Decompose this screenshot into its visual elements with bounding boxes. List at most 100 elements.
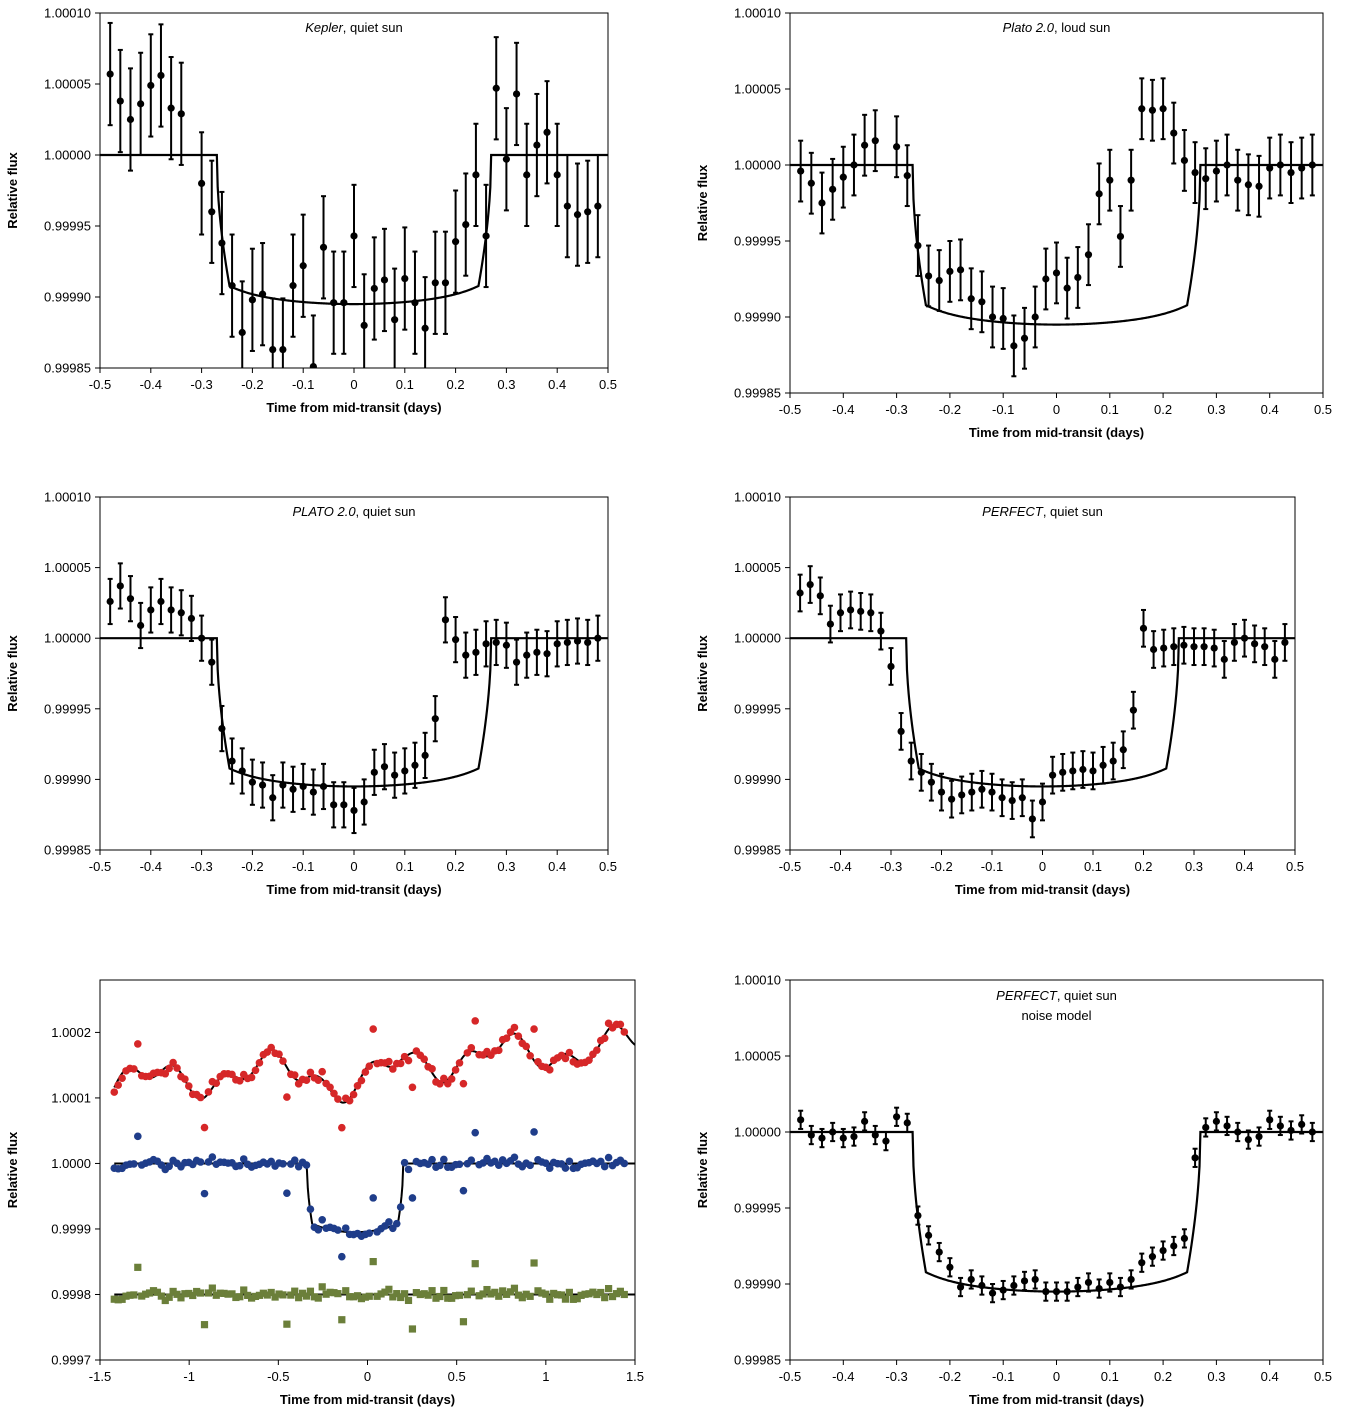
green-series-point [157,1292,165,1300]
red-series-point [408,1083,417,1092]
data-point [807,1131,815,1139]
data-point [441,616,450,624]
data-point [956,266,965,274]
data-point [946,267,954,275]
red-series-point [169,1058,177,1067]
blue-series-point [620,1159,629,1168]
red-series-point [404,1056,413,1065]
plot-area [790,565,1295,839]
data-point [1287,169,1295,177]
annotation-condition: , quiet sun [1057,988,1117,1003]
x-tick-label: 0.3 [1207,1369,1225,1384]
model-curve [100,153,608,306]
green-series-point [581,1290,589,1298]
data-point [829,1128,837,1136]
data-point [1148,1253,1157,1261]
data-point [1059,768,1067,776]
green-series-point [503,1290,511,1298]
blue-series-point [208,1153,217,1161]
data-point [907,757,915,765]
data-point [1018,794,1026,802]
green-series-point [546,1295,554,1303]
blue-series-point [526,1161,534,1170]
x-tick-label: 0 [1039,859,1046,874]
data-point [1180,641,1188,649]
green-series-point [122,1292,130,1300]
data-point [935,1248,943,1256]
panel-annotation: PERFECT, quiet sun [982,504,1103,519]
green-series-point [330,1289,338,1297]
data-point [391,771,399,779]
y-tick-label: 1.00005 [734,82,781,97]
data-point [836,609,845,617]
data-point [279,345,287,354]
green-series-point [499,1287,507,1295]
green-series-point [267,1288,275,1297]
data-point [1160,644,1168,652]
green-series-point [597,1288,605,1297]
green-series-point [126,1291,134,1299]
red-series-point [459,1079,468,1088]
green-series-point [306,1287,315,1295]
data-point [573,637,582,645]
blue-series-point [290,1156,299,1164]
data-point [887,662,895,671]
y-tick-label: 1.00010 [734,6,781,21]
data-point [924,1231,933,1239]
x-tick-label: 0.1 [1101,402,1119,417]
green-series-point [114,1296,122,1304]
x-tick-label: -0.1 [292,377,314,392]
annotation-condition: , quiet sun [1043,504,1103,519]
data-point [1038,798,1047,806]
data-point [1202,1123,1210,1132]
red-series-point [616,1020,625,1029]
data-point [1271,655,1279,663]
data-point [999,1286,1007,1294]
x-tick-label: 0.4 [1261,402,1279,417]
annotation-condition: , loud sun [1054,20,1110,35]
blue-series-point [565,1157,574,1166]
data-point [816,592,824,600]
red-series-point [369,1025,378,1033]
data-point [850,161,858,169]
red-series-point [165,1064,173,1073]
data-point [106,597,114,606]
red-series-point [334,1095,342,1103]
data-point [1210,644,1218,652]
blue-series-point [283,1189,291,1197]
y-tick-label: 0.99995 [734,701,781,716]
annotation-condition: , quiet sun [356,504,416,519]
annotation-mission: PERFECT [996,988,1058,1003]
green-series-point [200,1321,209,1329]
blue-series-point [196,1158,205,1166]
red-series-point [471,1017,480,1025]
y-tick-label: 0.99985 [734,843,781,858]
y-tick-label: 0.99990 [734,310,781,325]
x-tick-label: -0.1 [292,859,314,874]
red-series-point [185,1082,193,1090]
green-series-point [271,1293,279,1301]
red-series-point [330,1089,338,1098]
blue-series-point [134,1132,142,1141]
x-tick-label: -0.5 [89,859,111,874]
green-series-point [346,1293,354,1301]
data-point [948,795,956,803]
data-point [553,640,561,648]
data-point [1234,176,1242,184]
blue-series-point [396,1203,405,1211]
data-point [147,606,155,614]
red-series-point [494,1046,503,1055]
y-tick-label: 1.0001 [51,1090,91,1105]
y-tick-label: 1.00005 [734,1049,781,1064]
data-point [839,173,847,181]
data-point [370,768,378,776]
red-series-point [420,1055,429,1063]
data-point [1223,1122,1231,1130]
x-tick-label: 0.1 [396,859,414,874]
red-series-point [255,1059,264,1067]
data-point [1180,156,1189,165]
data-point [807,179,815,187]
data-point [137,100,145,108]
y-tick-label: 0.99985 [734,386,781,401]
data-point [482,640,490,648]
